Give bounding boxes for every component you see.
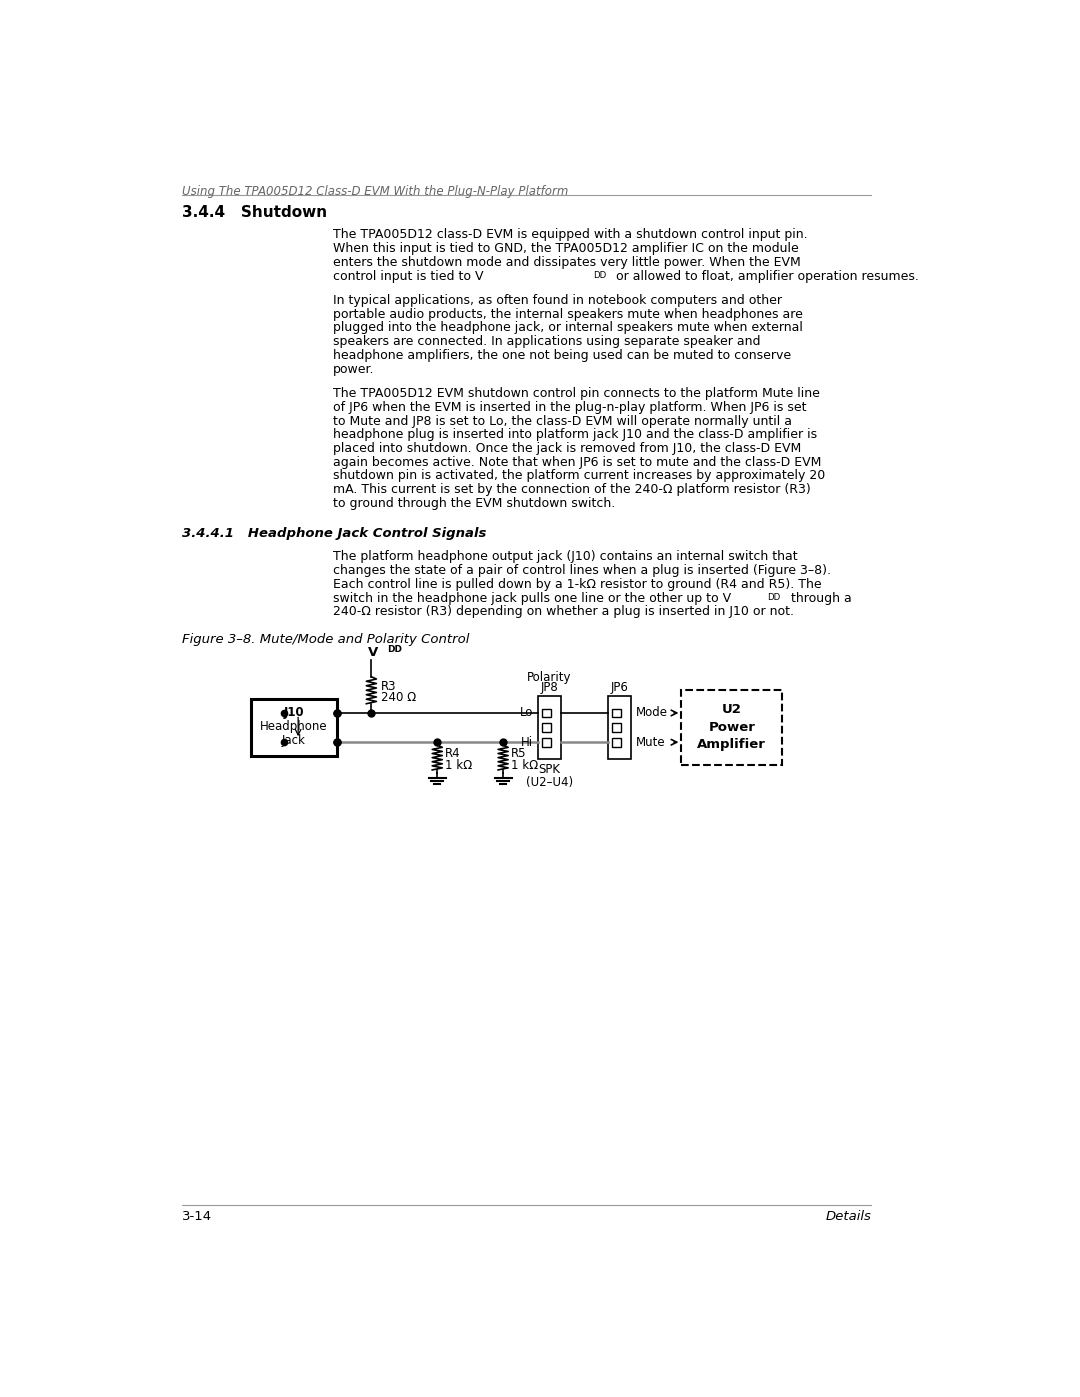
Text: of JP6 when the EVM is inserted in the plug-n-play platform. When JP6 is set: of JP6 when the EVM is inserted in the p… <box>333 401 806 414</box>
Text: Details: Details <box>825 1210 872 1224</box>
Text: or allowed to float, amplifier operation resumes.: or allowed to float, amplifier operation… <box>612 270 919 282</box>
Text: control input is tied to V: control input is tied to V <box>333 270 483 282</box>
Text: power.: power. <box>333 363 374 376</box>
Text: The TPA005D12 class-D EVM is equipped with a shutdown control input pin.: The TPA005D12 class-D EVM is equipped wi… <box>333 229 807 242</box>
Bar <box>608 696 631 759</box>
Text: headphone plug is inserted into platform jack J10 and the class-D amplifier is: headphone plug is inserted into platform… <box>333 429 816 441</box>
Text: 240-Ω resistor (R3) depending on whether a plug is inserted in J10 or not.: 240-Ω resistor (R3) depending on whether… <box>333 605 794 619</box>
Text: 1 kΩ: 1 kΩ <box>511 759 538 771</box>
Text: The platform headphone output jack (J10) contains an internal switch that: The platform headphone output jack (J10)… <box>333 550 797 563</box>
Text: J10: J10 <box>284 707 305 719</box>
Text: headphone amplifiers, the one not being used can be muted to conserve: headphone amplifiers, the one not being … <box>333 349 791 362</box>
Text: Lo: Lo <box>519 707 534 719</box>
Text: plugged into the headphone jack, or internal speakers mute when external: plugged into the headphone jack, or inte… <box>333 321 802 334</box>
Text: The TPA005D12 EVM shutdown control pin connects to the platform Mute line: The TPA005D12 EVM shutdown control pin c… <box>333 387 820 400</box>
Text: R4: R4 <box>445 747 461 760</box>
Text: placed into shutdown. Once the jack is removed from J10, the class-D EVM: placed into shutdown. Once the jack is r… <box>333 441 801 455</box>
Text: to Mute and JP8 is set to Lo, the class-D EVM will operate normally until a: to Mute and JP8 is set to Lo, the class-… <box>333 415 792 427</box>
Bar <box>252 698 337 756</box>
Bar <box>611 738 621 746</box>
Text: to ground through the EVM shutdown switch.: to ground through the EVM shutdown switc… <box>333 497 615 510</box>
Text: Figure 3–8. Mute/Mode and Polarity Control: Figure 3–8. Mute/Mode and Polarity Contr… <box>181 633 469 645</box>
Text: again becomes active. Note that when JP6 is set to mute and the class-D EVM: again becomes active. Note that when JP6… <box>333 455 821 468</box>
Bar <box>542 708 551 718</box>
Text: 3-14: 3-14 <box>181 1210 212 1224</box>
Text: portable audio products, the internal speakers mute when headphones are: portable audio products, the internal sp… <box>333 307 802 321</box>
Text: Amplifier: Amplifier <box>698 738 766 750</box>
Text: mA. This current is set by the connection of the 240-Ω platform resistor (R3): mA. This current is set by the connectio… <box>333 483 810 496</box>
Text: SPK: SPK <box>539 763 561 775</box>
Text: 240 Ω: 240 Ω <box>380 692 416 704</box>
Bar <box>681 690 782 766</box>
Bar <box>611 708 621 718</box>
Text: (U2–U4): (U2–U4) <box>526 777 573 789</box>
Bar <box>542 738 551 746</box>
Text: Polarity: Polarity <box>527 671 572 683</box>
Text: Each control line is pulled down by a 1-kΩ resistor to ground (R4 and R5). The: Each control line is pulled down by a 1-… <box>333 578 821 591</box>
Text: 1 kΩ: 1 kΩ <box>445 759 472 771</box>
Text: JP8: JP8 <box>541 680 558 694</box>
Text: Jack: Jack <box>282 733 306 746</box>
Text: R3: R3 <box>380 680 396 693</box>
Text: DD: DD <box>387 644 402 654</box>
Text: U2: U2 <box>721 703 742 717</box>
Text: Mute: Mute <box>636 736 665 749</box>
Text: JP6: JP6 <box>610 680 629 694</box>
Bar <box>611 724 621 732</box>
Text: DD: DD <box>593 271 606 279</box>
Text: DD: DD <box>768 592 781 602</box>
Text: Mode: Mode <box>636 707 667 719</box>
Text: changes the state of a pair of control lines when a plug is inserted (Figure 3–8: changes the state of a pair of control l… <box>333 564 831 577</box>
Text: When this input is tied to GND, the TPA005D12 amplifier IC on the module: When this input is tied to GND, the TPA0… <box>333 242 798 256</box>
Bar <box>538 696 562 759</box>
Text: Using The TPA005D12 Class-D EVM With the Plug-N-Play Platform: Using The TPA005D12 Class-D EVM With the… <box>181 184 568 197</box>
Text: 3.4.4   Shutdown: 3.4.4 Shutdown <box>181 205 326 221</box>
Bar <box>542 724 551 732</box>
Text: In typical applications, as often found in notebook computers and other: In typical applications, as often found … <box>333 295 782 307</box>
Text: Power: Power <box>708 721 755 733</box>
Text: through a: through a <box>786 591 851 605</box>
Text: shutdown pin is activated, the platform current increases by approximately 20: shutdown pin is activated, the platform … <box>333 469 825 482</box>
Text: enters the shutdown mode and dissipates very little power. When the EVM: enters the shutdown mode and dissipates … <box>333 256 800 268</box>
Text: Headphone: Headphone <box>260 719 327 733</box>
Text: speakers are connected. In applications using separate speaker and: speakers are connected. In applications … <box>333 335 760 348</box>
Text: V: V <box>368 645 378 659</box>
Text: Hi: Hi <box>522 736 534 749</box>
Text: 3.4.4.1   Headphone Jack Control Signals: 3.4.4.1 Headphone Jack Control Signals <box>181 528 486 541</box>
Text: switch in the headphone jack pulls one line or the other up to V: switch in the headphone jack pulls one l… <box>333 591 731 605</box>
Text: R5: R5 <box>511 747 526 760</box>
